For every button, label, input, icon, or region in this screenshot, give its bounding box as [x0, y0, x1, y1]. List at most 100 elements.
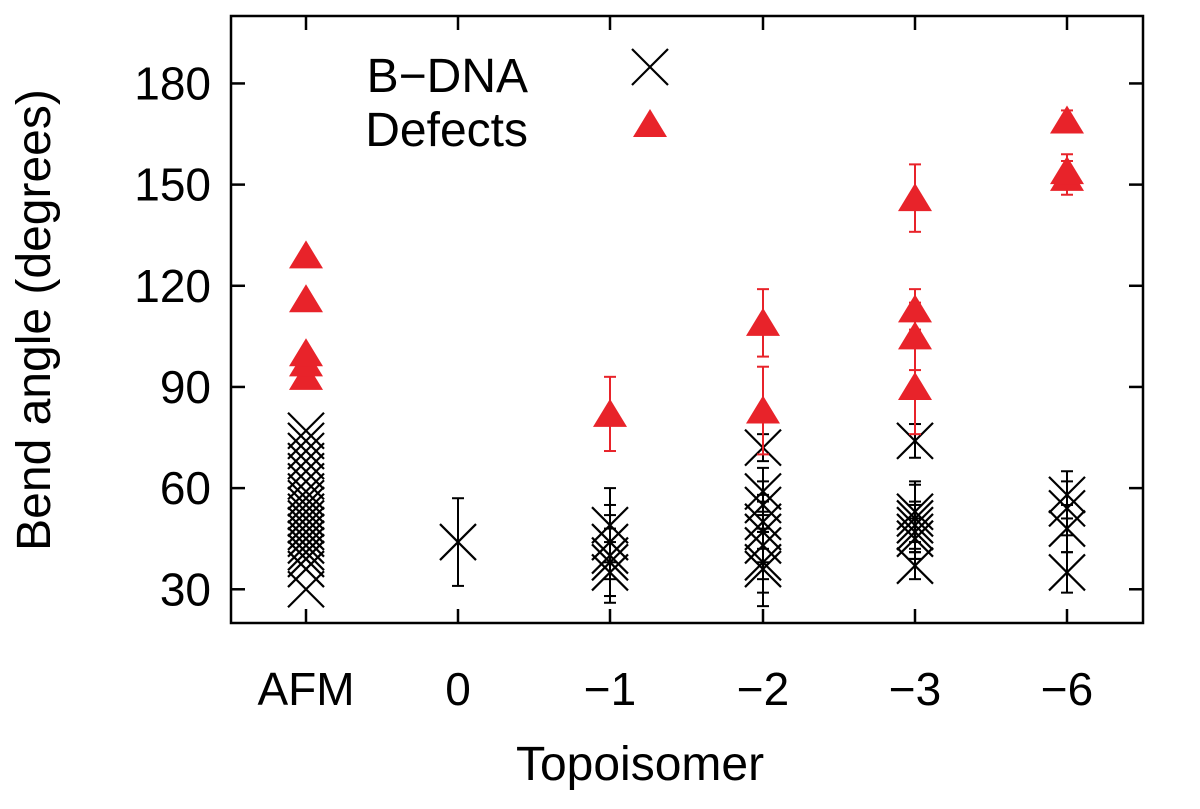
y-axis-label: Bend angle (degrees) — [8, 89, 61, 551]
data-point-bdna — [287, 492, 325, 531]
x-marker-stroke — [287, 452, 325, 491]
legend-markers — [631, 48, 669, 137]
data-point-bdna — [287, 506, 325, 544]
legend-label-defects: Defects — [365, 104, 528, 157]
data-point-bdna — [287, 462, 325, 501]
x-marker-stroke — [287, 412, 325, 450]
data-point-defect — [898, 371, 932, 400]
data-point-bdna — [591, 506, 629, 544]
data-point-bdna — [744, 486, 782, 524]
x-marker-stroke — [1048, 489, 1086, 528]
legend-marker-defects — [633, 109, 667, 137]
data-point-bdna — [287, 499, 325, 538]
x-marker-stroke — [896, 513, 934, 551]
x-tick-label: −3 — [889, 663, 941, 715]
x-tick-label: −1 — [584, 663, 636, 715]
x-marker-stroke — [744, 503, 782, 541]
data-point-bdna — [896, 499, 934, 538]
x-marker-stroke — [287, 442, 325, 480]
y-tick-label: 60 — [160, 462, 211, 514]
data-point-bdna — [591, 536, 629, 575]
data-point-bdna — [287, 412, 325, 450]
y-tick-label: 120 — [134, 260, 211, 312]
y-tick-label: 180 — [134, 57, 211, 109]
data-point-bdna — [287, 432, 325, 470]
x-marker-stroke — [896, 546, 934, 585]
data-point-bdna — [287, 550, 325, 588]
x-tick-label: 0 — [445, 663, 471, 715]
data-point-bdna — [439, 523, 477, 561]
data-point-bdna — [287, 422, 325, 460]
data-point-bdna — [287, 513, 325, 551]
x-marker-stroke — [631, 48, 669, 86]
data-point-defect — [898, 294, 932, 323]
x-marker-stroke — [896, 519, 934, 558]
x-marker-stroke — [744, 472, 782, 511]
x-marker-stroke — [287, 472, 325, 511]
x-marker-stroke — [287, 479, 325, 518]
data-point-bdna — [896, 492, 934, 531]
x-tick-label: −6 — [1041, 663, 1093, 715]
y-tick-label: 90 — [160, 361, 211, 413]
axis-layer: 30 60 90 120 150 180 AFM 0 −1 −2 −3 −6 — [134, 16, 1143, 715]
data-point-bdna — [744, 503, 782, 541]
data-point-bdna — [287, 570, 325, 609]
legend: B−DNA Defects — [365, 48, 669, 157]
data-point-bdna — [896, 506, 934, 544]
y-tick-label: 30 — [160, 563, 211, 615]
legend-marker-bdna — [631, 48, 669, 86]
data-point-defect — [1050, 105, 1084, 134]
x-marker-stroke — [439, 523, 477, 561]
data-point-bdna — [287, 519, 325, 558]
x-marker-stroke — [591, 553, 629, 592]
x-axis-label: Topoisomer — [516, 738, 764, 791]
data-point-bdna — [287, 479, 325, 518]
plot-layer — [287, 105, 1086, 609]
series-defects — [289, 105, 1084, 456]
x-marker-stroke — [591, 536, 629, 575]
data-point-defect — [746, 307, 780, 336]
x-marker-stroke — [287, 506, 325, 544]
x-marker-stroke — [744, 486, 782, 524]
x-marker-stroke — [744, 513, 782, 551]
x-marker-stroke — [896, 499, 934, 538]
data-point-bdna — [1048, 509, 1086, 548]
x-marker-stroke — [287, 533, 325, 571]
data-point-defect — [289, 284, 323, 313]
data-point-bdna — [591, 553, 629, 592]
x-marker-stroke — [287, 422, 325, 460]
data-point-bdna — [744, 513, 782, 551]
data-point-bdna — [591, 543, 629, 582]
data-point-defect — [746, 395, 780, 424]
data-point-defect — [898, 321, 932, 350]
data-point-bdna — [1048, 489, 1086, 528]
x-marker-stroke — [896, 422, 934, 460]
data-point-bdna — [896, 519, 934, 558]
data-point-defect — [593, 398, 627, 427]
data-point-bdna — [896, 546, 934, 585]
data-point-bdna — [287, 452, 325, 491]
data-point-bdna — [287, 442, 325, 480]
x-marker-stroke — [591, 506, 629, 544]
x-marker-stroke — [287, 462, 325, 501]
data-point-defect — [289, 338, 323, 367]
data-point-bdna — [1048, 476, 1086, 514]
data-point-bdna — [744, 543, 782, 582]
data-point-bdna — [287, 472, 325, 511]
x-marker-stroke — [287, 432, 325, 470]
x-marker-stroke — [591, 543, 629, 582]
data-point-bdna — [896, 513, 934, 551]
x-marker-stroke — [287, 526, 325, 565]
x-marker-stroke — [1048, 553, 1086, 592]
data-point-bdna — [287, 533, 325, 571]
x-marker-stroke — [287, 570, 325, 609]
x-tick-label: AFM — [257, 663, 354, 715]
data-point-bdna — [896, 422, 934, 460]
x-marker-stroke — [287, 513, 325, 551]
x-marker-stroke — [591, 523, 629, 561]
x-marker-stroke — [1048, 509, 1086, 548]
data-point-bdna — [591, 523, 629, 561]
x-marker-stroke — [287, 499, 325, 538]
y-tick-label: 150 — [134, 159, 211, 211]
